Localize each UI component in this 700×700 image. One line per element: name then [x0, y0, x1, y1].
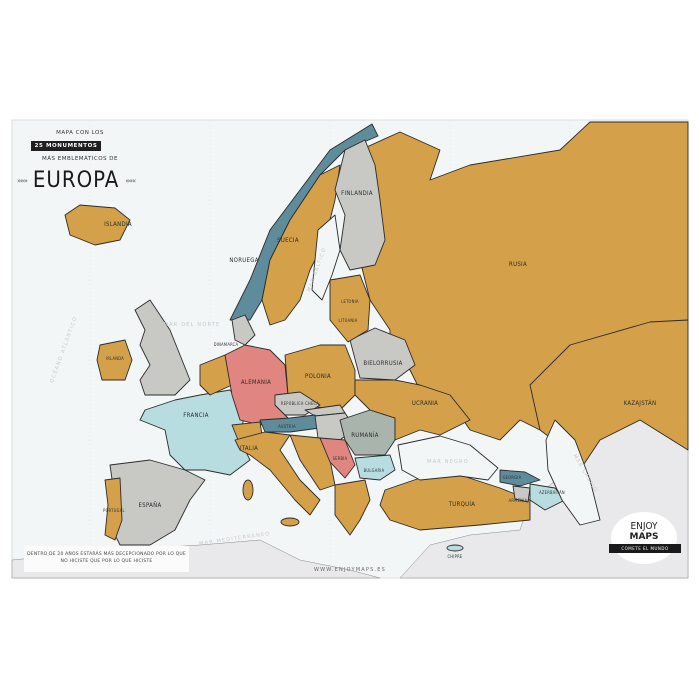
label-dinamarca: DINAMARCA: [214, 342, 239, 347]
label-azerbaiyan: AZERBAIYÁN: [539, 490, 565, 495]
country-rusia[interactable]: [359, 121, 689, 441]
label-islandia: ISLANDIA: [104, 221, 132, 228]
arrows-right-icon: «««: [125, 177, 136, 185]
country-cerdena[interactable]: [242, 479, 254, 501]
country-bulgaria[interactable]: [354, 454, 396, 481]
label-kazajstan: KAZAJSTÁN: [624, 400, 657, 407]
sea-caspio-shape: [545, 419, 601, 526]
logo-line1: ENJOY: [630, 521, 658, 532]
quote-line1: DENTRO DE 20 AÑOS ESTARÁS MÁS DECEPCIONA…: [27, 552, 186, 557]
logo-tagline: COMETE EL MUNDO: [609, 544, 681, 553]
website-text: WWW.ENJOYMAPS.ES: [314, 567, 386, 573]
enjoy-maps-logo: ENJOY MAPS COMETE EL MUNDO: [609, 512, 681, 564]
label-bielorrusia: BIELORRUSIA: [363, 360, 402, 367]
label-alemania: ALEMANIA: [241, 379, 271, 386]
label-espana: ESPAÑA: [139, 502, 162, 509]
country-finlandia[interactable]: [334, 139, 386, 271]
label-portugal: PORTUGAL: [103, 508, 125, 513]
label-letonia: LETONIA: [341, 299, 359, 304]
label-serbia: SERBIA: [333, 456, 348, 461]
country-reino-unido[interactable]: [134, 299, 191, 396]
country-portugal[interactable]: [104, 477, 123, 541]
label-bulgaria: BULGARIA: [364, 468, 385, 473]
country-dinamarca[interactable]: [231, 314, 256, 346]
label-francia: FRANCIA: [183, 412, 209, 419]
header-line1: MAPA CON LOS: [56, 130, 104, 136]
arrows-left-icon: »»»: [17, 177, 28, 185]
quote-line2: NO HICISTE QUE POR LO QUE HICISTE: [60, 559, 153, 564]
page-title: EUROPA: [32, 168, 120, 193]
label-lituania: LITUANIA: [339, 318, 358, 323]
country-baltico-estados[interactable]: [329, 274, 371, 343]
header-line2: MÁS EMBLEMÁTICOS DE: [42, 156, 118, 162]
label-mar-negro: MAR NEGRO: [427, 459, 469, 465]
country-armenia[interactable]: [512, 485, 531, 503]
label-austria: AUSTRIA: [278, 424, 296, 429]
country-francia[interactable]: [139, 389, 251, 476]
label-suecia: SUECIA: [277, 237, 299, 244]
country-irlanda[interactable]: [96, 339, 133, 381]
label-mar-del-norte: MAR DEL NORTE: [164, 322, 221, 328]
label-finlandia: FINLANDIA: [341, 190, 373, 197]
label-polonia: POLONIA: [305, 373, 331, 380]
country-islandia[interactable]: [64, 204, 131, 246]
label-chipre: CHIPRE: [447, 554, 462, 559]
label-rumania: RUMANÍA: [351, 432, 378, 439]
label-irlanda: IRLANDA: [106, 356, 124, 361]
country-chipre[interactable]: [446, 544, 464, 552]
country-azerbaiyan[interactable]: [529, 483, 566, 511]
country-bielorrusia[interactable]: [349, 327, 416, 381]
sea-baltico-shape: [311, 214, 341, 301]
label-noruega: NORUEGA: [229, 257, 258, 264]
country-serbia[interactable]: [319, 437, 356, 479]
country-grecia[interactable]: [334, 479, 371, 536]
country-italia[interactable]: [234, 431, 321, 516]
label-republica-checa: REPÚBLICA CHECA: [281, 401, 319, 406]
country-sicilia[interactable]: [280, 517, 300, 527]
logo-line2: MAPS: [629, 532, 659, 542]
country-ucrania[interactable]: [354, 379, 471, 441]
country-benelux[interactable]: [199, 354, 233, 396]
label-ucrania: UCRANIA: [412, 400, 438, 407]
label-armenia: ARMENIA: [509, 498, 528, 503]
label-italia: ITALIA: [240, 445, 258, 452]
header-highlight: 25 MONUMENTOS: [31, 141, 101, 151]
label-rusia: RUSIA: [509, 261, 527, 268]
country-georgia[interactable]: [499, 469, 541, 487]
label-georgia: GEORGIA: [503, 475, 522, 480]
label-turquia: TURQUÍA: [448, 501, 476, 508]
title-row: »»» EUROPA «««: [17, 168, 136, 194]
quote-box: DENTRO DE 20 AÑOS ESTARÁS MÁS DECEPCIONA…: [24, 546, 189, 572]
sea-negro-shape: [397, 435, 499, 481]
